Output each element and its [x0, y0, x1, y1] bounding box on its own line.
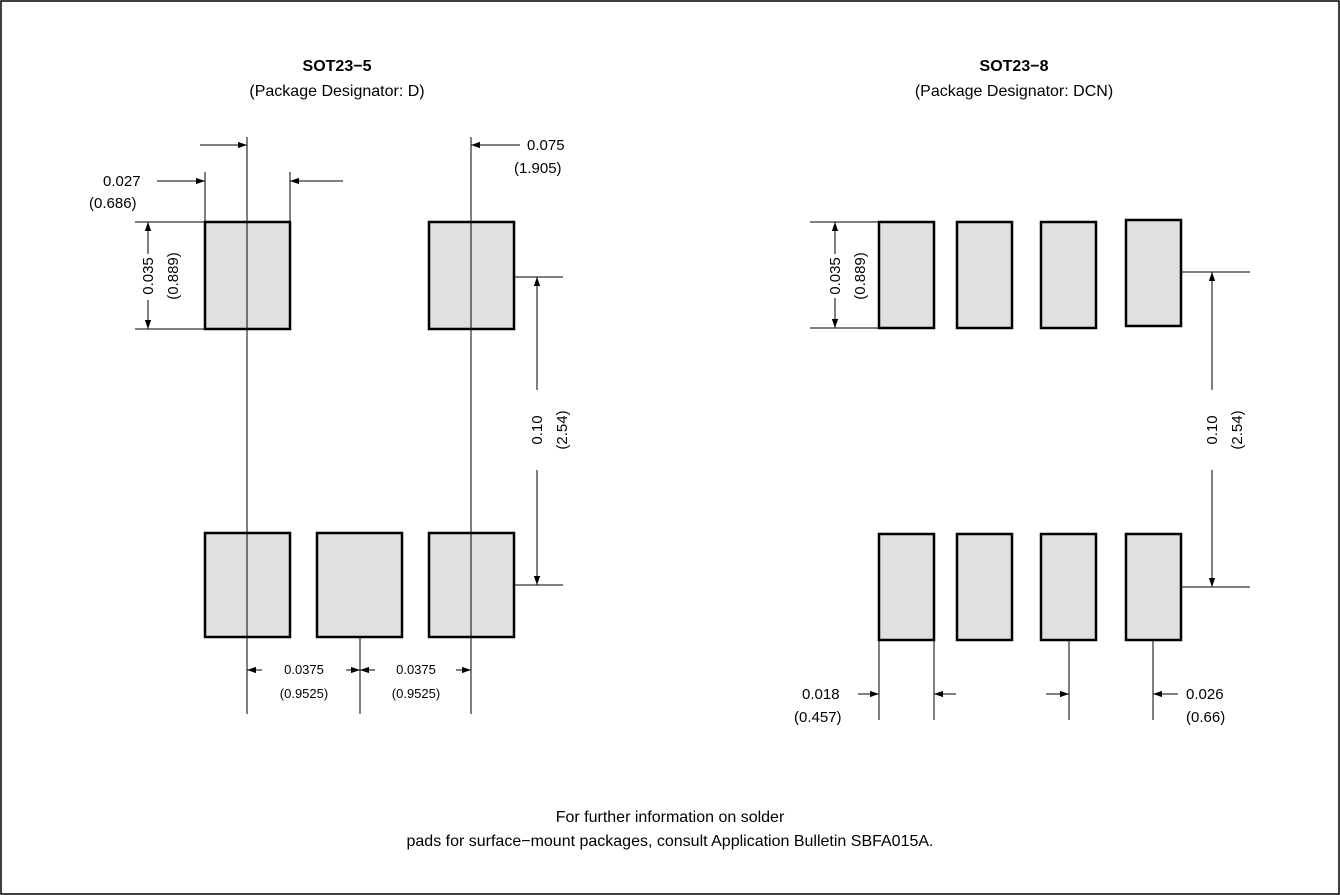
sot23-8-pad-bottom-2 [955, 532, 1014, 642]
sot23-5-pitch-a-mm: (0.9525) [280, 686, 328, 701]
sot23-5-padwidth-inch: 0.027 [103, 173, 141, 190]
sot23-5-group: SOT23−5 (Package Designator: D) 0.075 (1… [89, 58, 571, 714]
sot23-8-group: SOT23−8 (Package Designator: DCN) 0.035 … [794, 58, 1250, 726]
sot23-5-rowspan-mm: (2.54) [554, 410, 571, 449]
sot23-8-padwidth-inch: 0.018 [802, 686, 840, 703]
sot23-8-subtitle: (Package Designator: DCN) [915, 83, 1113, 100]
sot23-8-padheight-mm: (0.889) [852, 252, 869, 300]
sot23-5-title: SOT23−5 [303, 58, 372, 75]
sot23-5-subtitle: (Package Designator: D) [249, 83, 424, 100]
sot23-8-pad-bottom-4 [1124, 532, 1183, 642]
sot23-5-pitch-a-inch: 0.0375 [284, 662, 324, 677]
sot23-5-padwidth-mm: (0.686) [89, 195, 137, 212]
sot23-5-padheight-inch: 0.035 [140, 257, 157, 295]
sot23-5-pad-bottom-center [315, 531, 404, 639]
sot23-8-pitch-mm: (0.66) [1186, 709, 1225, 726]
footnote-line-2: pads for surface−mount packages, consult… [407, 833, 934, 850]
sot23-5-rowspan-inch: 0.10 [529, 415, 546, 444]
sot23-8-pitch-inch: 0.026 [1186, 686, 1224, 703]
footnote-line-1: For further information on solder [556, 809, 785, 826]
sot23-8-pad-bottom-1 [877, 532, 936, 642]
sot23-5-padheight-mm: (0.889) [165, 252, 182, 300]
sot23-8-pad-top-1 [877, 220, 936, 330]
sot23-8-pad-top-4 [1124, 218, 1183, 328]
sot23-8-padheight-inch: 0.035 [827, 257, 844, 295]
sot23-8-rowspan-mm: (2.54) [1229, 410, 1246, 449]
sot23-8-pad-bottom-3 [1039, 532, 1098, 642]
sot23-5-pitch2-inch: 0.075 [527, 137, 565, 154]
sot23-8-title: SOT23−8 [980, 58, 1049, 75]
sot23-8-rowspan-inch: 0.10 [1204, 415, 1221, 444]
sot23-8-padwidth-mm: (0.457) [794, 709, 842, 726]
sot23-8-pad-top-2 [955, 220, 1014, 330]
sot23-5-pitch-b-inch: 0.0375 [396, 662, 436, 677]
sot23-8-pad-top-3 [1039, 220, 1098, 330]
sot23-5-pitch2-mm: (1.905) [514, 160, 562, 177]
sot23-5-pitch-b-mm: (0.9525) [392, 686, 440, 701]
